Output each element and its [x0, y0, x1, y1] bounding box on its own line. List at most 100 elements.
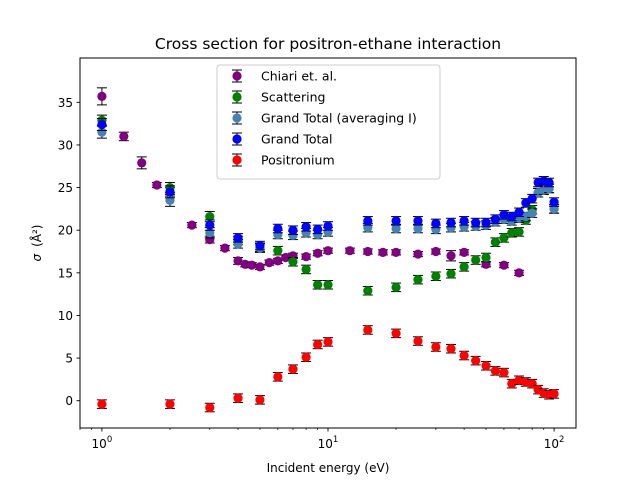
data-point [391, 247, 401, 257]
x-axis-label: Incident energy (eV) [267, 461, 390, 475]
legend-label: Grand Total (averaging I) [261, 111, 417, 126]
legend: Chiari et. al. Scattering Grand Total (ave… [216, 64, 441, 180]
data-point [288, 364, 298, 374]
data-point [233, 393, 243, 403]
y-tick-label: 0 [65, 394, 73, 408]
data-point [233, 256, 243, 266]
data-point [391, 282, 401, 292]
data-point [413, 223, 423, 234]
data-point [97, 91, 107, 101]
data-point [205, 220, 215, 230]
data-point [413, 275, 423, 285]
data-point [527, 194, 537, 204]
series-4 [96, 325, 560, 413]
data-point [301, 264, 311, 275]
y-tick-label: 30 [58, 138, 73, 152]
data-point [514, 207, 524, 217]
data-point [481, 252, 491, 263]
legend-entry: Chiari et. al. [232, 69, 337, 84]
data-point [507, 228, 517, 238]
data-point [459, 262, 469, 272]
y-axis: 0 5 10 15 20 25 30 35 [58, 96, 80, 408]
series-3 [96, 118, 560, 251]
data-point [255, 395, 265, 405]
data-point [391, 328, 401, 338]
data-point [205, 402, 215, 413]
data-point [288, 225, 298, 235]
data-point [187, 220, 197, 230]
data-point [323, 221, 333, 231]
data-point [323, 337, 333, 347]
data-point [345, 246, 355, 256]
data-point [471, 217, 481, 228]
data-point [499, 367, 509, 378]
data-point [273, 223, 283, 234]
data-point [413, 336, 423, 346]
data-point [255, 240, 265, 251]
legend-marker [232, 113, 242, 123]
data-point [233, 233, 243, 243]
data-point [549, 389, 559, 399]
y-tick-label: 20 [58, 224, 73, 238]
data-point [165, 187, 175, 197]
legend-label: Positronium [261, 153, 335, 168]
data-point [471, 255, 481, 265]
data-point [431, 246, 441, 257]
data-point [363, 286, 373, 296]
data-point [431, 271, 441, 281]
data-point [273, 372, 283, 382]
legend-label: Scattering [261, 90, 325, 105]
legend-entry: Grand Total (averaging I) [232, 111, 417, 126]
data-point [490, 214, 500, 224]
data-point [391, 223, 401, 234]
legend-frame [216, 64, 441, 180]
y-axis-label: σ (Å²) [29, 225, 44, 262]
data-point [544, 177, 554, 188]
data-point [220, 243, 230, 253]
x-tick-label-exponent: 1 [333, 435, 338, 445]
data-point [431, 218, 441, 228]
x-tick-label: 101 [318, 435, 339, 451]
data-point [459, 247, 469, 257]
data-point [549, 197, 559, 207]
data-point [490, 366, 500, 376]
data-point [514, 227, 524, 237]
data-point [97, 127, 107, 137]
data-point [413, 249, 423, 259]
data-point [273, 256, 283, 266]
y-tick-label: 15 [58, 266, 73, 280]
data-point [301, 252, 311, 262]
x-tick-label-base: 10 [92, 437, 107, 451]
data-point [527, 379, 537, 389]
data-point [490, 237, 500, 247]
data-point [137, 158, 147, 168]
data-point [313, 224, 323, 234]
data-point [273, 246, 283, 256]
data-point [363, 216, 373, 226]
data-point [499, 210, 509, 220]
legend-entry: Scattering [232, 90, 325, 105]
data-point [264, 258, 274, 268]
x-axis: 100 101 102 [79, 428, 564, 451]
data-point [446, 217, 456, 228]
x-tick-label-exponent: 0 [107, 435, 112, 445]
data-point [255, 262, 265, 272]
data-point [313, 280, 323, 290]
x-tick-label: 100 [92, 435, 113, 451]
legend-marker [232, 71, 242, 81]
data-point [281, 252, 291, 263]
chart-title: Cross section for positron-ethane intera… [155, 35, 501, 53]
data-point [471, 356, 481, 366]
x-tick-label-base: 10 [318, 437, 333, 451]
series-2 [96, 125, 560, 253]
legend-entry: Grand Total [232, 132, 333, 147]
data-point [459, 350, 469, 361]
data-point [431, 342, 441, 352]
data-point [97, 119, 107, 130]
data-point [459, 216, 469, 226]
data-point [481, 361, 491, 371]
data-point [391, 216, 401, 226]
data-point [313, 248, 323, 258]
data-point [507, 379, 517, 389]
data-point [363, 325, 373, 335]
